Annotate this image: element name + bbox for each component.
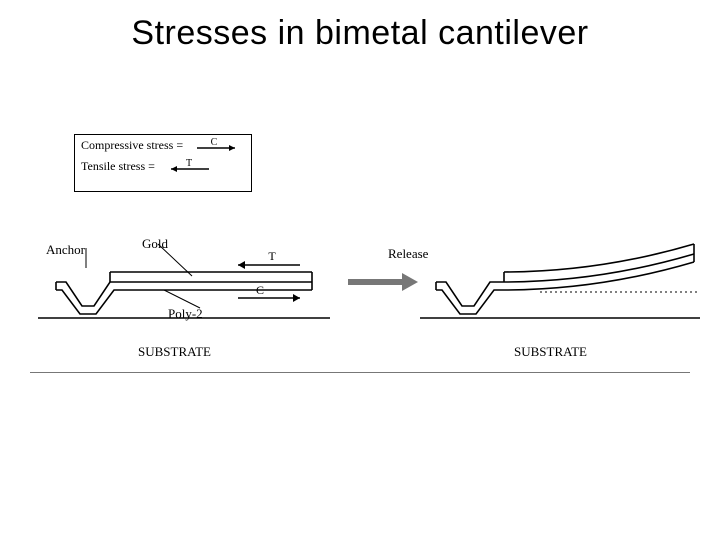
label-gold: Gold — [142, 236, 169, 251]
label-substrate-right: SUBSTRATE — [514, 344, 587, 359]
label-poly2: Poly-2 — [168, 306, 203, 321]
label-substrate-left: SUBSTRATE — [138, 344, 211, 359]
svg-text:C: C — [256, 283, 264, 297]
diagram-svg: T C Anchor Gold Poly-2 SUBSTRATE SUBSTRATE Rele… — [0, 0, 720, 540]
svg-text:T: T — [268, 249, 276, 263]
label-release: Release — [388, 246, 429, 261]
divider-line — [30, 372, 690, 373]
label-anchor: Anchor — [46, 242, 86, 257]
